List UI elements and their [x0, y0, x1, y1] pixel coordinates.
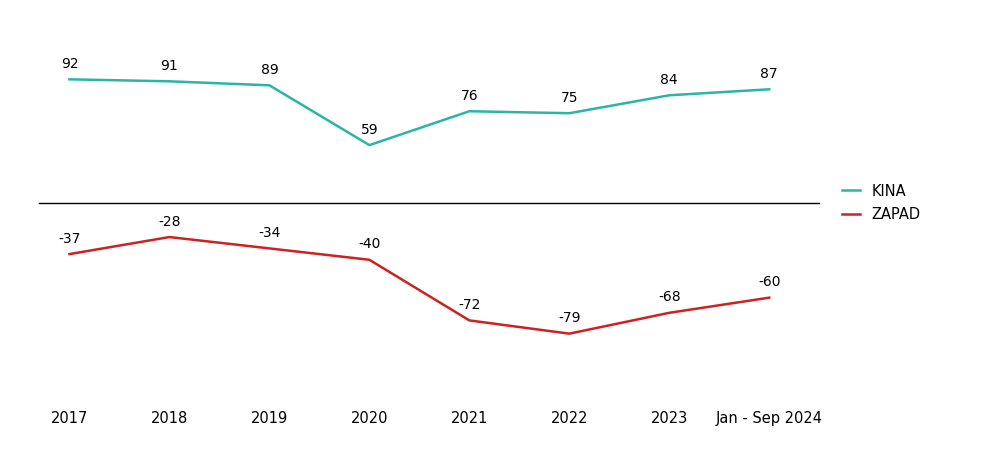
- Text: 59: 59: [360, 123, 378, 137]
- Text: 87: 87: [759, 67, 777, 81]
- Text: -40: -40: [358, 237, 381, 252]
- Text: -79: -79: [557, 311, 580, 325]
- Text: 89: 89: [260, 63, 278, 77]
- Text: -72: -72: [458, 298, 480, 312]
- Text: 84: 84: [660, 73, 677, 87]
- Text: -60: -60: [757, 275, 780, 290]
- Legend: KINA, ZAPAD: KINA, ZAPAD: [835, 178, 926, 228]
- Text: -34: -34: [258, 226, 280, 240]
- Text: 91: 91: [161, 59, 178, 73]
- Text: 92: 92: [60, 57, 78, 71]
- Text: -37: -37: [58, 232, 81, 246]
- Text: 76: 76: [460, 89, 477, 103]
- Text: -68: -68: [658, 290, 680, 304]
- Text: -28: -28: [158, 215, 180, 229]
- Text: 75: 75: [560, 91, 578, 105]
